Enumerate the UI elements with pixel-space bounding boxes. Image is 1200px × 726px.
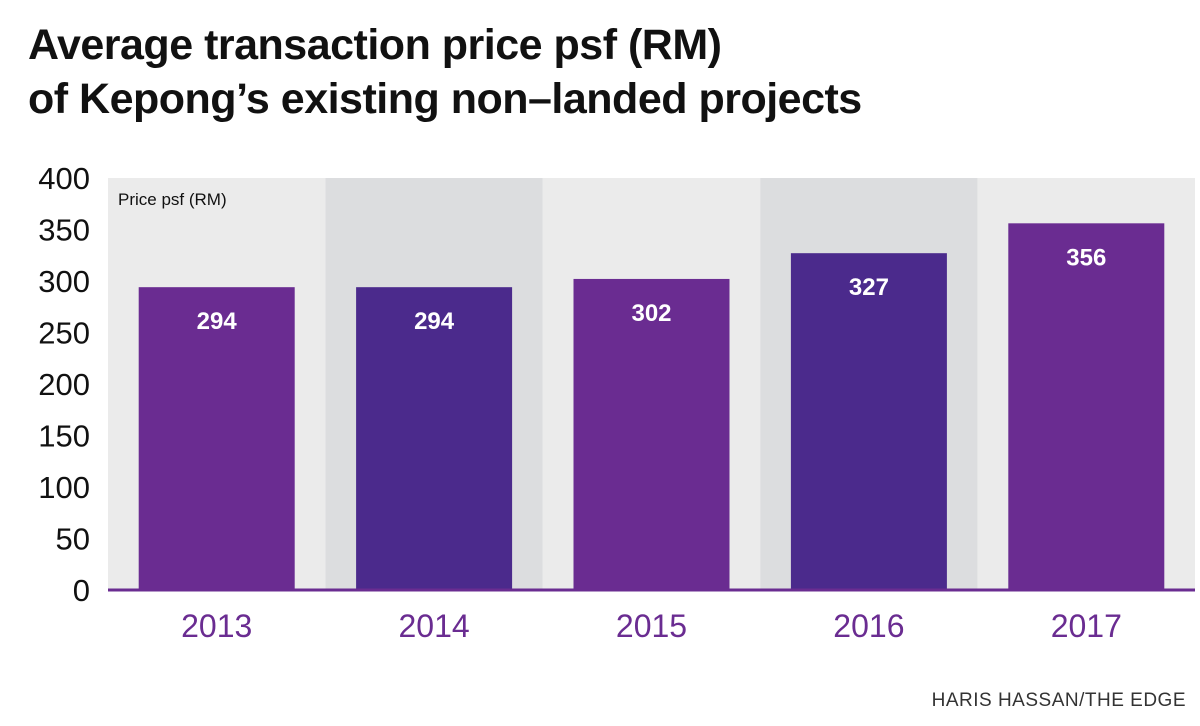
- x-axis: 2013 2014 2015 2016 2017: [108, 588, 1195, 644]
- bar-2017: [1008, 223, 1165, 590]
- x-tick-label-2014: 2014: [399, 608, 470, 644]
- data-label-2013: 294: [197, 308, 238, 335]
- x-tick-label-2013: 2013: [181, 608, 252, 644]
- y-tick-label-300: 300: [38, 264, 90, 299]
- chart-title-line-2: of Kepong’s existing non–landed projects: [28, 75, 862, 123]
- chart-title: Average transaction price psf (RM) of Ke…: [28, 18, 1188, 126]
- bar-2013: [138, 287, 295, 590]
- data-label-2014: 294: [414, 308, 455, 335]
- data-label-2017: 356: [1066, 244, 1106, 271]
- x-tick-label-2016: 2016: [833, 608, 904, 644]
- data-label-2016: 327: [849, 274, 889, 301]
- x-tick-label-2017: 2017: [1051, 608, 1122, 644]
- y-tick-label-400: 400: [38, 161, 90, 196]
- x-tick-label-2015: 2015: [616, 608, 687, 644]
- y-tick-label-350: 350: [38, 213, 90, 248]
- y-tick-label-0: 0: [73, 573, 90, 608]
- data-label-2015: 302: [631, 300, 671, 327]
- credit-line: HARIS HASSAN/THE EDGE: [931, 690, 1186, 711]
- y-tick-label-150: 150: [38, 419, 90, 454]
- y-tick-label-100: 100: [38, 470, 90, 505]
- y-axis: 0 50 100 150 200 250 300 350 400: [38, 161, 90, 608]
- y-tick-label-50: 50: [56, 522, 90, 557]
- chart-title-line-1: Average transaction price psf (RM): [28, 21, 722, 69]
- bars: 294 294 302 327 356: [138, 223, 1165, 590]
- bar-2016: [790, 253, 947, 590]
- y-axis-label: Price psf (RM): [118, 190, 227, 209]
- bar-2015: [573, 278, 730, 590]
- y-tick-label-250: 250: [38, 316, 90, 351]
- bar-2014: [356, 287, 513, 590]
- y-tick-label-200: 200: [38, 367, 90, 402]
